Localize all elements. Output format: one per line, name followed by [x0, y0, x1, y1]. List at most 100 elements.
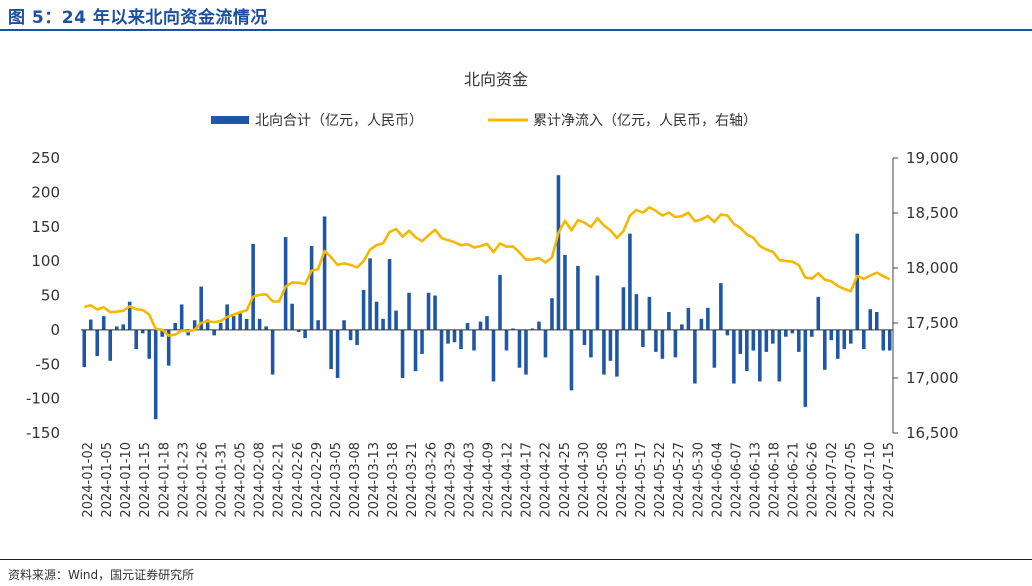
flow-bar [290, 303, 294, 330]
flow-bar [530, 328, 535, 330]
flow-bar [452, 329, 457, 343]
flow-bar [400, 329, 405, 379]
x-tick-label: 2024-02-05 [234, 442, 249, 518]
flow-bar [439, 329, 444, 382]
x-tick-label: 2024-04-17 [520, 442, 535, 518]
x-tick-label: 2024-05-08 [596, 442, 611, 518]
x-tick-label: 2024-01-02 [81, 442, 96, 518]
flow-bar [472, 329, 476, 351]
x-tick-label: 2024-06-18 [768, 442, 783, 518]
x-tick-label: 2024-06-21 [787, 442, 802, 518]
x-tick-label: 2024-05-30 [691, 442, 706, 518]
left-tick-label: 150 [31, 218, 60, 236]
flow-bar [738, 329, 743, 354]
x-tick-label: 2024-01-26 [195, 442, 210, 518]
flow-bar [881, 329, 886, 351]
x-tick-label: 2024-01-10 [119, 442, 134, 518]
flow-bar [231, 316, 236, 330]
flow-bar [114, 326, 119, 330]
flow-bar [413, 329, 418, 372]
flow-bar [238, 313, 242, 330]
flow-bar [140, 329, 145, 334]
flow-bar [426, 292, 431, 330]
x-tick-label: 2024-04-09 [482, 442, 497, 518]
flow-bar [699, 318, 704, 330]
flow-bar [212, 329, 216, 336]
flow-bar [88, 319, 93, 330]
left-tick-label: -150 [26, 424, 60, 442]
flow-bar [316, 320, 320, 330]
flow-bar [147, 329, 151, 359]
bar-series [82, 175, 892, 420]
x-tick-label: 2024-03-13 [367, 442, 382, 518]
x-tick-label: 2024-01-23 [176, 442, 191, 518]
flow-bar [602, 329, 606, 375]
x-tick-label: 2024-01-15 [138, 442, 153, 518]
flow-bar [387, 259, 392, 330]
x-tick-label: 2024-04-22 [539, 442, 554, 518]
right-tick-label: 19,000 [906, 149, 959, 167]
flow-bar [848, 329, 853, 344]
flow-bar [491, 329, 496, 382]
flow-bar [407, 292, 411, 330]
source-note: 资料来源：Wind，国元证券研究所 [8, 568, 195, 582]
x-tick-label: 2024-05-17 [634, 442, 649, 518]
flow-bar [270, 329, 275, 375]
flow-bar [264, 326, 268, 330]
flow-bar [82, 329, 87, 368]
x-tick-label: 2024-02-08 [253, 442, 268, 518]
flow-bar [108, 329, 113, 361]
x-tick-label: 2024-02-29 [310, 442, 325, 518]
flow-bar [205, 319, 210, 330]
line-series [83, 206, 891, 337]
flow-bar [498, 274, 502, 330]
legend-line-label: 累计净流入（亿元，人民币，右轴） [533, 113, 757, 129]
left-tick-label: -100 [26, 390, 60, 408]
flow-bar [654, 329, 658, 352]
flow-bar [179, 304, 184, 330]
flow-bar [160, 329, 164, 337]
flow-bar [153, 329, 158, 420]
x-tick-label: 2024-03-21 [405, 442, 420, 518]
flow-bar [673, 329, 678, 358]
legend: 北向合计（亿元，人民币） 累计净流入（亿元，人民币，右轴） [211, 113, 757, 129]
flow-bar [543, 329, 548, 358]
flow-bar [361, 290, 366, 330]
x-tick-label: 2024-05-22 [653, 442, 668, 518]
cumulative-inflow-line [83, 206, 891, 337]
x-tick-label: 2024-04-25 [558, 442, 573, 518]
flow-bar [777, 329, 782, 382]
flow-bar [608, 329, 613, 361]
flow-bar [634, 294, 639, 330]
flow-bar [758, 329, 762, 382]
x-tick-label: 2024-01-05 [100, 442, 115, 518]
northbound-flow-chart: 北向资金 北向合计（亿元，人民币） 累计净流入（亿元，人民币，右轴） 250 20… [26, 70, 959, 518]
x-tick-label: 2024-07-10 [863, 442, 878, 518]
flow-bar [218, 323, 223, 330]
flow-bar [576, 265, 580, 330]
flow-bar [368, 258, 372, 330]
x-tick-label: 2024-04-03 [462, 442, 477, 518]
flow-bar [712, 329, 717, 368]
flow-bar [621, 287, 626, 330]
x-tick-label: 2024-06-13 [749, 442, 764, 518]
flow-bar [745, 329, 749, 372]
flow-bar [101, 316, 106, 330]
x-tick-label: 2024-05-13 [615, 442, 630, 518]
flow-bar [810, 329, 814, 337]
x-tick-label: 2024-03-08 [348, 442, 363, 518]
right-tick-label: 17,000 [906, 369, 959, 387]
flow-bar [303, 329, 307, 339]
x-tick-label: 2024-06-07 [729, 442, 744, 518]
flow-bar [550, 298, 554, 330]
flow-bar [394, 310, 398, 330]
flow-bar [127, 301, 132, 330]
flow-bar [660, 329, 665, 359]
flow-bar [556, 175, 561, 330]
left-tick-label: 250 [31, 149, 60, 167]
flow-bar [173, 323, 177, 330]
flow-bar [874, 312, 879, 330]
x-tick-label: 2024-02-21 [272, 442, 287, 518]
flow-bar [355, 329, 359, 346]
left-tick-label: -50 [36, 355, 61, 373]
